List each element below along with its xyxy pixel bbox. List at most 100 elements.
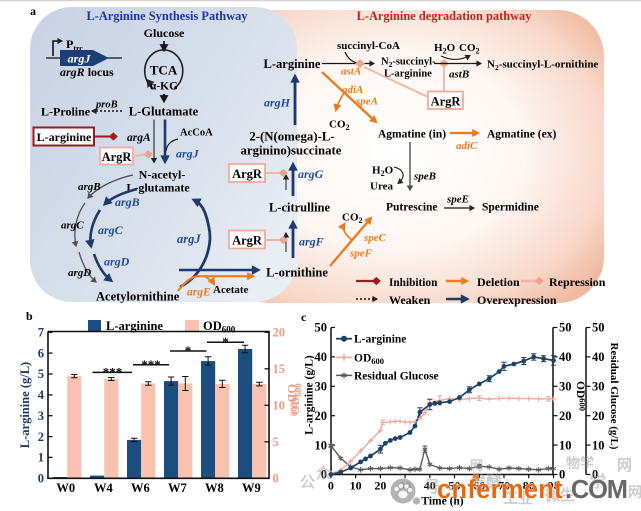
svg-text:70: 70 <box>498 479 510 493</box>
svg-text:W0: W0 <box>56 481 75 495</box>
svg-text:argJ: argJ <box>177 232 201 246</box>
svg-text:ArgR: ArgR <box>232 234 263 248</box>
svg-text:网: 网 <box>617 457 632 474</box>
svg-text:argD: argD <box>68 267 91 279</box>
svg-text:Agmatine (ex): Agmatine (ex) <box>487 129 556 141</box>
svg-text:astA: astA <box>341 66 361 78</box>
svg-text:微生: 微生 <box>544 486 575 504</box>
svg-text:0: 0 <box>321 468 327 482</box>
svg-text:CO2: CO2 <box>459 42 480 56</box>
svg-text:L-arginine: L-arginine <box>384 69 432 80</box>
svg-text:adiA: adiA <box>342 84 363 96</box>
svg-text:Agmatine (in): Agmatine (in) <box>378 129 446 141</box>
svg-text:6: 6 <box>38 346 44 360</box>
svg-text:Deletion: Deletion <box>477 275 520 289</box>
svg-text:L-arginine: L-arginine <box>106 319 163 333</box>
svg-text:2-(N(omega)-L-: 2-(N(omega)-L- <box>249 130 334 144</box>
svg-text:L-Proline: L-Proline <box>41 105 91 119</box>
svg-text:N2-succinyl-L-ornithine: N2-succinyl-L-ornithine <box>487 59 598 73</box>
svg-text:30: 30 <box>592 380 605 394</box>
svg-text:arginino)succinate: arginino)succinate <box>241 144 342 158</box>
svg-text:L-Arginine degradation pathway: L-Arginine degradation pathway <box>357 9 533 23</box>
svg-text:c: c <box>301 310 307 324</box>
svg-text:b: b <box>26 309 33 323</box>
svg-text:argB: argB <box>115 195 140 209</box>
svg-text:AcCoA: AcCoA <box>180 128 213 139</box>
svg-text:W9: W9 <box>242 481 261 495</box>
svg-text:W8: W8 <box>205 481 224 495</box>
svg-text:30: 30 <box>559 380 572 394</box>
svg-text:2: 2 <box>38 430 44 444</box>
svg-text:CO2: CO2 <box>342 212 363 226</box>
svg-text:Overexpression: Overexpression <box>477 293 557 307</box>
svg-text:50: 50 <box>315 321 328 335</box>
svg-text:20: 20 <box>374 479 386 493</box>
svg-text:argB: argB <box>78 181 101 193</box>
svg-text:speF: speF <box>349 248 373 260</box>
svg-text:speE: speE <box>446 194 469 206</box>
svg-text:10: 10 <box>315 438 328 452</box>
svg-text:Time (h): Time (h) <box>421 496 463 508</box>
svg-text:CO2: CO2 <box>329 119 350 133</box>
svg-text:argH: argH <box>264 96 291 110</box>
svg-text:40: 40 <box>592 350 605 364</box>
svg-text:20: 20 <box>315 409 328 423</box>
svg-text:15: 15 <box>273 362 286 376</box>
svg-text:α-KG: α-KG <box>150 81 178 93</box>
svg-text:L-Glutamate: L-Glutamate <box>129 105 199 119</box>
svg-text:W4: W4 <box>94 481 114 495</box>
svg-text:L-Arginine Synthesis Pathway: L-Arginine Synthesis Pathway <box>86 9 248 23</box>
svg-text:N-acetyl-: N-acetyl- <box>139 168 186 182</box>
svg-text:W7: W7 <box>168 481 187 495</box>
svg-text:10: 10 <box>273 399 286 413</box>
svg-text:10: 10 <box>592 438 605 452</box>
svg-text:L-arginine (g/L): L-arginine (g/L) <box>18 362 32 448</box>
svg-text:argF: argF <box>299 235 324 249</box>
svg-text:argE: argE <box>187 287 211 299</box>
svg-text:Acetate: Acetate <box>213 284 249 296</box>
svg-text:L-arginine: L-arginine <box>264 57 321 71</box>
svg-text:Weaken: Weaken <box>389 293 431 307</box>
svg-text:号: 号 <box>424 478 440 496</box>
svg-text:L-arginine: L-arginine <box>354 334 406 346</box>
svg-text:argJ: argJ <box>68 52 92 66</box>
svg-text:40: 40 <box>424 479 436 493</box>
svg-text:argG: argG <box>298 167 324 181</box>
svg-text:adiC: adiC <box>456 140 478 152</box>
svg-text:argC: argC <box>61 220 84 232</box>
svg-text:Repression: Repression <box>549 275 606 289</box>
svg-text:L-glutamate: L-glutamate <box>126 181 190 195</box>
svg-text:1: 1 <box>38 451 44 465</box>
svg-text:5: 5 <box>273 435 279 449</box>
svg-text:speA: speA <box>355 96 378 108</box>
svg-text:80: 80 <box>523 479 535 493</box>
svg-text:TCA: TCA <box>150 63 178 78</box>
svg-text:ArgR: ArgR <box>431 95 462 109</box>
svg-text:10: 10 <box>350 479 362 493</box>
svg-text:argC: argC <box>98 223 124 237</box>
svg-text:Residual Glucose: Residual Glucose <box>354 371 439 383</box>
svg-text:OD600: OD600 <box>354 353 384 367</box>
svg-text:*: * <box>222 334 229 349</box>
svg-text:Acetylornithine: Acetylornithine <box>96 290 180 304</box>
svg-text:argD: argD <box>104 255 130 269</box>
svg-text:物学: 物学 <box>566 455 594 472</box>
svg-text:10: 10 <box>559 438 572 452</box>
svg-text:speB: speB <box>413 171 436 183</box>
svg-text:L-citrulline: L-citrulline <box>269 201 331 215</box>
svg-text:Residual Glucose (g/L): Residual Glucose (g/L) <box>608 343 620 450</box>
svg-text:工业: 工业 <box>503 490 533 507</box>
svg-text:0: 0 <box>273 472 279 486</box>
svg-text:4: 4 <box>38 388 45 402</box>
svg-text:succinyl-CoA: succinyl-CoA <box>337 40 400 52</box>
svg-text:proB: proB <box>95 100 118 111</box>
svg-text:50: 50 <box>592 321 605 335</box>
svg-text:40: 40 <box>559 350 572 364</box>
svg-text:Inhibition: Inhibition <box>389 277 438 289</box>
svg-text:20: 20 <box>559 409 572 423</box>
svg-text:90: 90 <box>548 479 560 493</box>
svg-text:argR locus: argR locus <box>60 65 114 79</box>
svg-text:30: 30 <box>315 380 328 394</box>
svg-text:0: 0 <box>38 472 44 486</box>
svg-text:***: *** <box>141 357 161 372</box>
